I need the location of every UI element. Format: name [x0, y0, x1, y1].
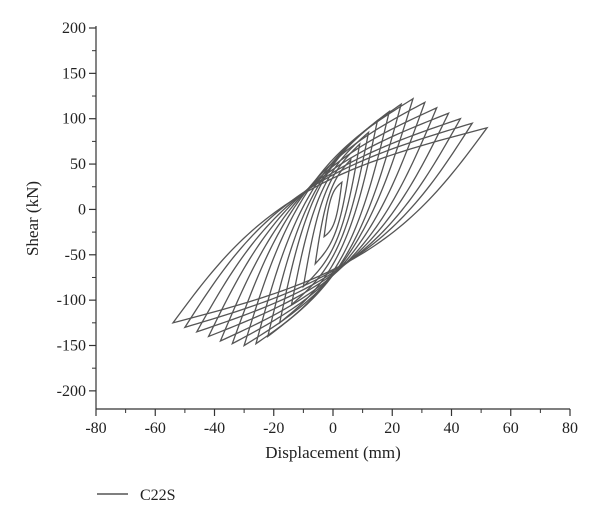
x-tick-label: -40 [204, 420, 225, 437]
x-axis-ticks: -80 -60 -40 -20 0 20 40 60 80 [85, 409, 578, 437]
hysteresis-loop [231, 101, 427, 346]
y-tick-label: 50 [70, 156, 86, 173]
hysteresis-loop [195, 117, 462, 334]
y-tick-label: -100 [57, 292, 86, 309]
x-tick-label: 80 [562, 420, 578, 437]
x-tick-label: -60 [145, 420, 166, 437]
hysteresis-loop [183, 122, 474, 329]
y-tick-label: -200 [57, 383, 86, 400]
hysteresis-loop [314, 157, 352, 266]
hysteresis-loop [171, 126, 489, 324]
axes [95, 26, 570, 410]
x-tick-label: 60 [503, 420, 519, 437]
x-tick-label: -80 [85, 420, 106, 437]
y-tick-label: -150 [57, 338, 86, 355]
legend-label: C22S [140, 487, 176, 504]
legend: C22S [97, 487, 176, 504]
hysteresis-loop [254, 102, 403, 346]
y-tick-label: -50 [65, 247, 86, 264]
hysteresis-loop [207, 112, 450, 338]
y-tick-label: 100 [62, 111, 86, 128]
hysteresis-loop [219, 106, 438, 343]
y-tick-label: 200 [62, 20, 86, 37]
x-tick-label: 0 [329, 420, 337, 437]
x-tick-label: -20 [263, 420, 284, 437]
y-tick-label: 150 [62, 65, 86, 82]
x-axis-title: Displacement (mm) [265, 443, 401, 462]
x-tick-label: 20 [384, 420, 400, 437]
y-axis-title: Shear (kN) [23, 181, 42, 256]
hysteresis-loop [323, 180, 343, 239]
x-tick-label: 40 [444, 420, 460, 437]
hysteresis-loop [242, 97, 415, 347]
hysteresis-loop [302, 142, 361, 289]
hysteresis-loop [290, 130, 370, 307]
y-tick-label: 0 [78, 201, 86, 218]
y-axis-ticks: 200 150 100 50 0 -50 -100 -150 -200 [57, 20, 96, 400]
series-c22s [171, 97, 489, 347]
